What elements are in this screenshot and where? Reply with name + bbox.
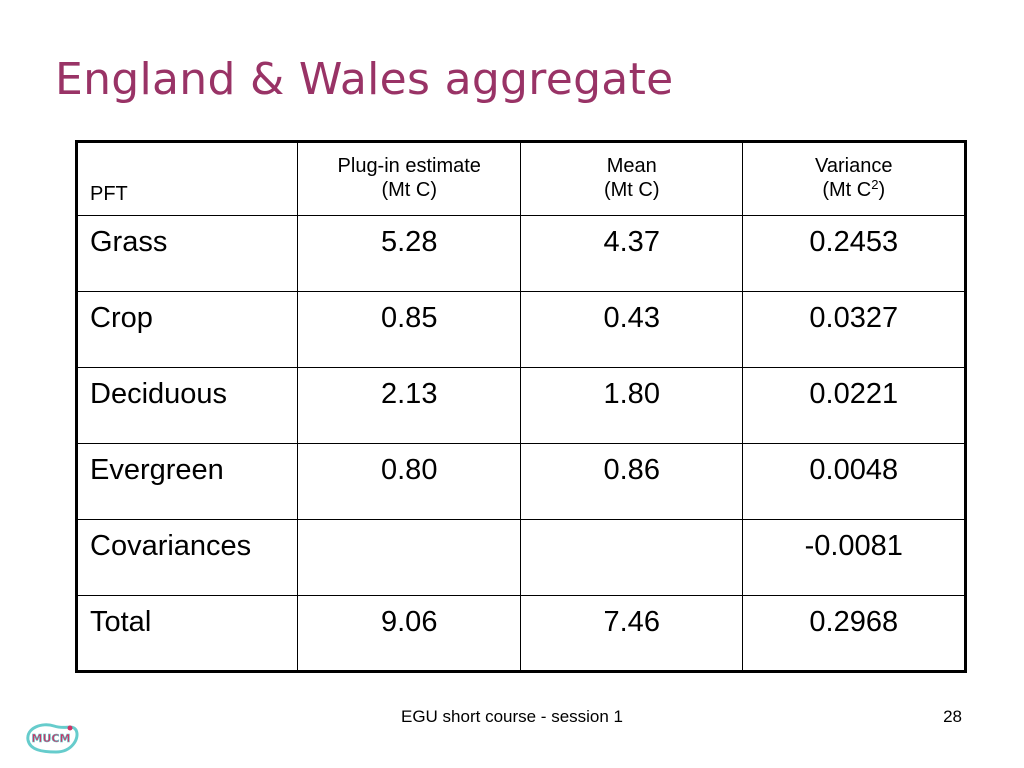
table-row: Evergreen 0.80 0.86 0.0048 — [75, 443, 966, 520]
variance-cell: 0.2968 — [742, 595, 966, 672]
mucm-logo: MUCM — [26, 723, 79, 754]
header-variance-unit: (Mt C — [822, 179, 872, 201]
header-plugin-estimate: Plug-in estimate (Mt C) — [297, 141, 521, 216]
row-label: Deciduous — [75, 367, 299, 444]
row-label: Crop — [75, 291, 299, 368]
table-row: Covariances -0.0081 — [75, 519, 966, 596]
header-plugin-line1: Plug-in estimate — [337, 155, 481, 177]
table-row: Crop 0.85 0.43 0.0327 — [75, 291, 966, 368]
data-table: PFT Plug-in estimate (Mt C) Mean (Mt C) … — [75, 140, 967, 673]
plugin-cell: 2.13 — [297, 367, 521, 444]
footer-text: EGU short course - session 1 — [400, 707, 624, 726]
variance-cell: 0.0327 — [742, 291, 966, 368]
variance-cell: 0.0221 — [742, 367, 966, 444]
header-variance-superscript: 2 — [871, 177, 879, 192]
plugin-cell: 9.06 — [297, 595, 521, 672]
table-row: Deciduous 2.13 1.80 0.0221 — [75, 367, 966, 444]
logo-dot — [67, 725, 73, 731]
header-mean-line1: Mean — [606, 155, 657, 177]
row-label: Evergreen — [75, 443, 299, 520]
header-mean: Mean (Mt C) — [519, 141, 744, 216]
header-plugin-line2: (Mt C) — [381, 179, 437, 201]
logo-swirl — [26, 723, 79, 754]
header-mean-line2: (Mt C) — [603, 179, 660, 201]
variance-cell: 0.0048 — [742, 443, 966, 520]
table-row: Grass 5.28 4.37 0.2453 — [75, 215, 966, 292]
header-variance-close: ) — [878, 179, 886, 201]
mean-cell: 1.80 — [519, 367, 744, 444]
table-row: Total 9.06 7.46 0.2968 — [75, 595, 966, 672]
mean-cell: 7.46 — [519, 595, 744, 672]
logo-text: MUCM — [32, 732, 71, 745]
mean-cell: 4.37 — [519, 215, 744, 292]
plugin-cell: 5.28 — [297, 215, 521, 292]
mean-cell: 0.86 — [519, 443, 744, 520]
row-label: Grass — [75, 215, 299, 292]
plugin-cell: 0.80 — [297, 443, 521, 520]
header-variance-line2: (Mt C2) — [743, 178, 964, 202]
header-variance-line1: Variance — [815, 155, 893, 177]
mean-cell: 0.43 — [519, 291, 744, 368]
slide-title: England & Wales aggregate — [55, 54, 674, 105]
mean-cell — [519, 519, 744, 596]
variance-cell: -0.0081 — [742, 519, 966, 596]
variance-cell: 0.2453 — [742, 215, 966, 292]
row-label: Covariances — [75, 519, 299, 596]
row-label: Total — [75, 595, 299, 672]
header-variance: Variance (Mt C2) — [742, 141, 966, 216]
plugin-cell — [297, 519, 521, 596]
page-number: 28 — [943, 707, 962, 726]
plugin-cell: 0.85 — [297, 291, 521, 368]
header-pft: PFT — [75, 141, 299, 216]
table-header-row: PFT Plug-in estimate (Mt C) Mean (Mt C) … — [75, 141, 966, 216]
